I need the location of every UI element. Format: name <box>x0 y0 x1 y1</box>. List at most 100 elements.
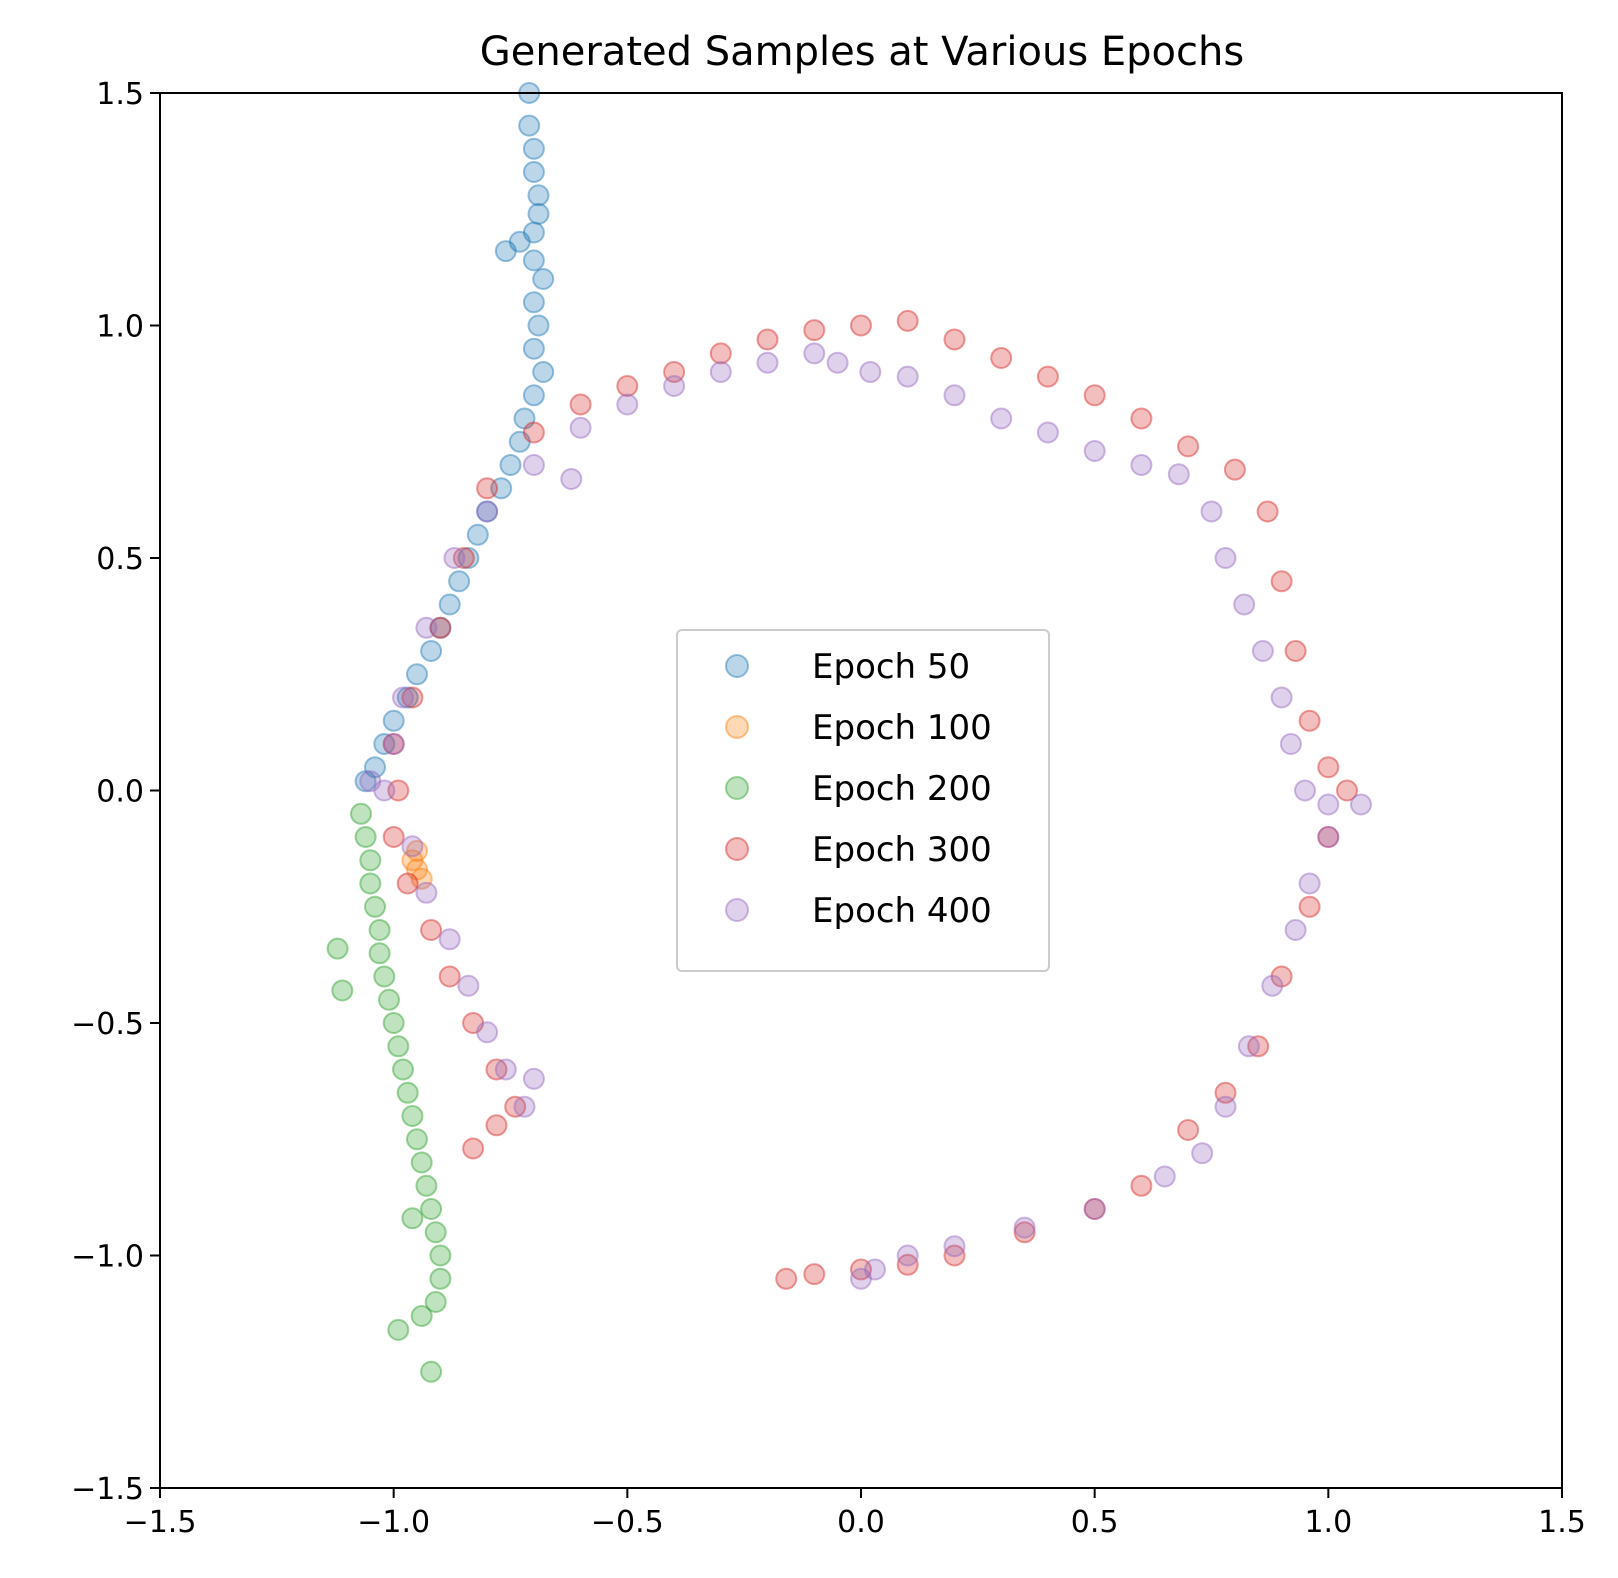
point-1-2 <box>518 114 541 137</box>
y-tick-label: 0.0 <box>96 775 144 810</box>
point-5-9 <box>560 468 583 490</box>
point-5-24 <box>1167 463 1190 486</box>
point-5-28 <box>1251 640 1274 662</box>
point-5-23 <box>1130 454 1153 476</box>
series-3 <box>326 802 452 1383</box>
legend-marker <box>725 654 749 678</box>
point-1-4 <box>522 161 545 183</box>
point-1-24 <box>448 570 471 593</box>
point-1-32 <box>364 756 386 779</box>
point-3-13 <box>387 1035 410 1058</box>
series-4 <box>382 309 1358 1290</box>
point-1-33 <box>354 770 377 793</box>
point-5-6 <box>443 547 466 569</box>
point-1-29 <box>396 686 419 709</box>
point-1-25 <box>438 593 461 616</box>
point-4-51 <box>775 1267 798 1290</box>
point-5-30 <box>1279 733 1302 755</box>
point-4-25 <box>943 328 966 351</box>
series-1 <box>354 82 555 793</box>
point-4-35 <box>1298 709 1321 732</box>
point-5-29 <box>1270 686 1293 709</box>
point-5-43 <box>1013 1216 1036 1239</box>
y-axis: −1.5 −1.0 −0.5 0.0 0.5 1.0 1.5 <box>71 77 160 1507</box>
point-4-45 <box>1083 1198 1106 1220</box>
point-4-18 <box>616 375 639 397</box>
point-4-29 <box>1130 407 1153 430</box>
point-3-14 <box>392 1058 414 1081</box>
point-4-15 <box>476 477 499 500</box>
series-2 <box>401 839 433 890</box>
point-4-17 <box>569 393 592 416</box>
point-4-27 <box>1036 365 1059 388</box>
point-5-38 <box>1237 1035 1260 1058</box>
point-5-16 <box>826 351 849 374</box>
point-4-36 <box>1317 756 1340 779</box>
legend-label: Epoch 100 <box>812 708 992 748</box>
point-4-42 <box>1214 1081 1237 1104</box>
point-3-5 <box>364 895 386 918</box>
point-5-36 <box>1284 919 1307 941</box>
y-tick-label: 1.5 <box>96 77 144 112</box>
point-3-21 <box>401 1207 424 1230</box>
point-4-24 <box>896 309 919 332</box>
point-5-53 <box>494 1058 517 1081</box>
point-4-7 <box>485 1058 508 1081</box>
point-5-13 <box>709 361 732 383</box>
point-1-20 <box>490 477 513 500</box>
point-5-42 <box>1083 1198 1106 1220</box>
point-1-30 <box>382 709 405 732</box>
point-5-39 <box>1214 1095 1237 1118</box>
point-4-5 <box>438 965 461 988</box>
chart-title: Generated Samples at Various Epochs <box>480 29 1244 75</box>
point-4-3 <box>396 872 419 895</box>
point-5-1 <box>359 770 382 793</box>
x-tick-label: −0.5 <box>591 1505 664 1540</box>
point-1-27 <box>420 640 443 662</box>
point-4-43 <box>1177 1119 1200 1141</box>
point-3-1 <box>350 802 372 825</box>
y-tick-label: −1.0 <box>71 1240 144 1275</box>
point-3-23 <box>429 1244 452 1267</box>
point-5-21 <box>1036 421 1059 444</box>
point-3-10 <box>331 979 354 1002</box>
point-3-25 <box>424 1291 447 1313</box>
point-4-33 <box>1270 570 1293 593</box>
point-1-26 <box>429 616 452 639</box>
point-5-35 <box>1298 872 1321 895</box>
point-4-46 <box>1013 1221 1036 1244</box>
x-axis: −1.5 −1.0 −0.5 0.0 0.5 1.0 1.5 <box>124 1488 1586 1540</box>
point-2-2 <box>406 858 428 881</box>
point-5-10 <box>569 416 592 439</box>
point-1-15 <box>532 361 555 383</box>
point-5-20 <box>990 407 1013 430</box>
point-1-3 <box>522 137 545 160</box>
y-tick-label: 0.5 <box>96 542 144 577</box>
point-4-1 <box>387 779 410 802</box>
point-5-8 <box>522 454 545 476</box>
point-4-16 <box>522 421 545 444</box>
point-4-11 <box>382 733 405 755</box>
point-5-45 <box>896 1244 919 1267</box>
point-1-11 <box>532 268 555 290</box>
point-3-6 <box>368 919 391 941</box>
y-tick-label: 1.0 <box>96 310 144 345</box>
x-tick-label: 1.5 <box>1538 1505 1586 1540</box>
point-3-22 <box>424 1221 447 1244</box>
point-5-47 <box>850 1267 872 1290</box>
point-5-18 <box>896 365 919 388</box>
legend-marker <box>725 898 749 922</box>
point-4-32 <box>1256 500 1279 523</box>
point-5-41 <box>1153 1165 1176 1188</box>
point-4-50 <box>803 1263 826 1286</box>
legend-marker <box>725 715 749 739</box>
point-3-28 <box>420 1360 443 1383</box>
point-5-31 <box>1294 779 1316 802</box>
point-5-48 <box>401 835 424 858</box>
point-5-40 <box>1191 1142 1214 1165</box>
point-3-15 <box>396 1081 419 1104</box>
point-4-8 <box>504 1095 527 1118</box>
point-5-54 <box>513 1095 536 1118</box>
series-5 <box>359 342 1372 1290</box>
